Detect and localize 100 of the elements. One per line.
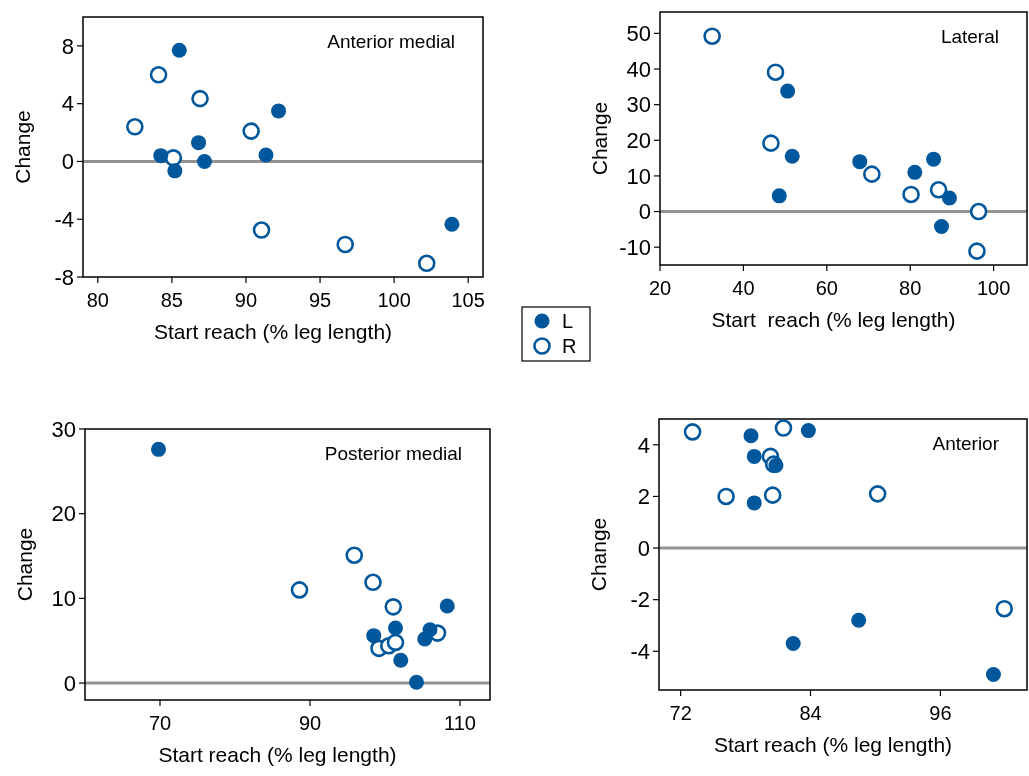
y-tick-label: 4 — [61, 91, 74, 117]
x-tick-label: 80 — [86, 289, 109, 311]
point — [417, 254, 436, 273]
point — [191, 135, 207, 151]
point — [444, 216, 460, 232]
x-tick-label: 80 — [899, 277, 922, 299]
x-axis-title: Start reach (% leg length) — [158, 743, 397, 766]
y-tick-label: 10 — [51, 586, 76, 612]
point — [149, 65, 168, 84]
point — [763, 486, 782, 504]
y-tick-label: 20 — [51, 501, 76, 527]
y-tick-label: 0 — [61, 149, 74, 175]
point — [934, 219, 950, 235]
point — [784, 148, 800, 164]
point — [995, 599, 1014, 618]
x-tick-label: 40 — [732, 277, 755, 299]
point — [151, 441, 166, 457]
point — [393, 652, 409, 668]
point — [774, 419, 793, 437]
x-tick-label: 100 — [976, 277, 1011, 299]
point — [126, 117, 144, 136]
y-tick-label: -4 — [54, 206, 74, 232]
point — [388, 620, 403, 636]
y-tick-label: -8 — [54, 264, 74, 290]
text: Posterior medial — [324, 443, 462, 464]
legend-label: R — [562, 335, 577, 357]
point — [366, 628, 382, 644]
x-tick-label: 90 — [234, 289, 258, 311]
point — [746, 495, 762, 511]
point — [345, 546, 364, 564]
x-tick-label: 96 — [929, 702, 952, 724]
point — [968, 242, 986, 260]
point — [683, 423, 702, 441]
point — [969, 202, 988, 221]
point — [386, 633, 405, 652]
y-tick-label: -4 — [630, 638, 650, 664]
y-axis-title: Change — [13, 527, 36, 602]
x-tick-label: 105 — [451, 289, 485, 311]
point — [851, 612, 867, 628]
point — [800, 423, 816, 439]
point — [153, 148, 169, 164]
x-tick-label: 110 — [444, 712, 476, 734]
point — [762, 134, 780, 152]
text: Lateral — [940, 26, 999, 47]
point — [743, 428, 759, 444]
point — [771, 188, 787, 204]
point — [929, 181, 948, 199]
point — [196, 153, 212, 169]
point — [171, 42, 187, 58]
point — [336, 235, 355, 254]
point — [852, 154, 868, 170]
point — [409, 674, 424, 690]
x-tick-label: 60 — [815, 277, 838, 299]
point — [780, 83, 796, 99]
y-tick-label: 30 — [626, 92, 651, 118]
point — [766, 63, 785, 82]
y-tick-label: 2 — [637, 484, 650, 510]
point — [746, 448, 762, 464]
y-tick-label: 20 — [626, 127, 651, 153]
legend-label: L — [562, 310, 574, 332]
x-tick-label: 70 — [148, 712, 172, 734]
y-tick-label: 30 — [51, 416, 76, 442]
text: Anterior medial — [327, 31, 455, 52]
y-axis-title: Change — [587, 517, 610, 592]
y-tick-label: 40 — [626, 56, 651, 82]
y-axis-title: Change — [588, 101, 611, 176]
point — [167, 163, 183, 179]
text: Anterior — [932, 433, 1000, 454]
point — [191, 89, 209, 108]
x-tick-label: 84 — [799, 702, 822, 724]
x-axis-title: Start reach (% leg length) — [153, 320, 393, 343]
y-tick-label: 0 — [63, 670, 76, 696]
point — [242, 122, 260, 140]
y-tick-label: 10 — [626, 163, 651, 189]
point — [868, 485, 887, 503]
point — [768, 457, 784, 473]
x-tick-label: 95 — [308, 289, 332, 311]
y-tick-label: 0 — [638, 199, 651, 225]
point — [384, 598, 403, 616]
x-tick-label: 85 — [160, 289, 184, 311]
point — [902, 185, 920, 204]
point — [422, 622, 438, 638]
point — [926, 151, 942, 167]
point — [364, 573, 382, 592]
point — [785, 636, 801, 652]
y-tick-label: 8 — [61, 33, 74, 59]
point — [863, 165, 881, 183]
x-tick-label: 72 — [669, 702, 692, 724]
point — [290, 581, 309, 599]
point — [717, 487, 735, 506]
point — [985, 667, 1001, 683]
x-axis-title: Start reach (% leg length) — [711, 308, 956, 331]
x-axis-title: Start reach (% leg length) — [713, 733, 953, 756]
y-tick-label: 4 — [637, 432, 650, 458]
y-tick-label: -2 — [630, 587, 650, 613]
y-tick-label: 0 — [637, 535, 650, 561]
y-tick-label: 50 — [626, 21, 651, 47]
point — [271, 103, 287, 119]
x-tick-label: 90 — [298, 712, 322, 734]
point — [941, 190, 957, 206]
